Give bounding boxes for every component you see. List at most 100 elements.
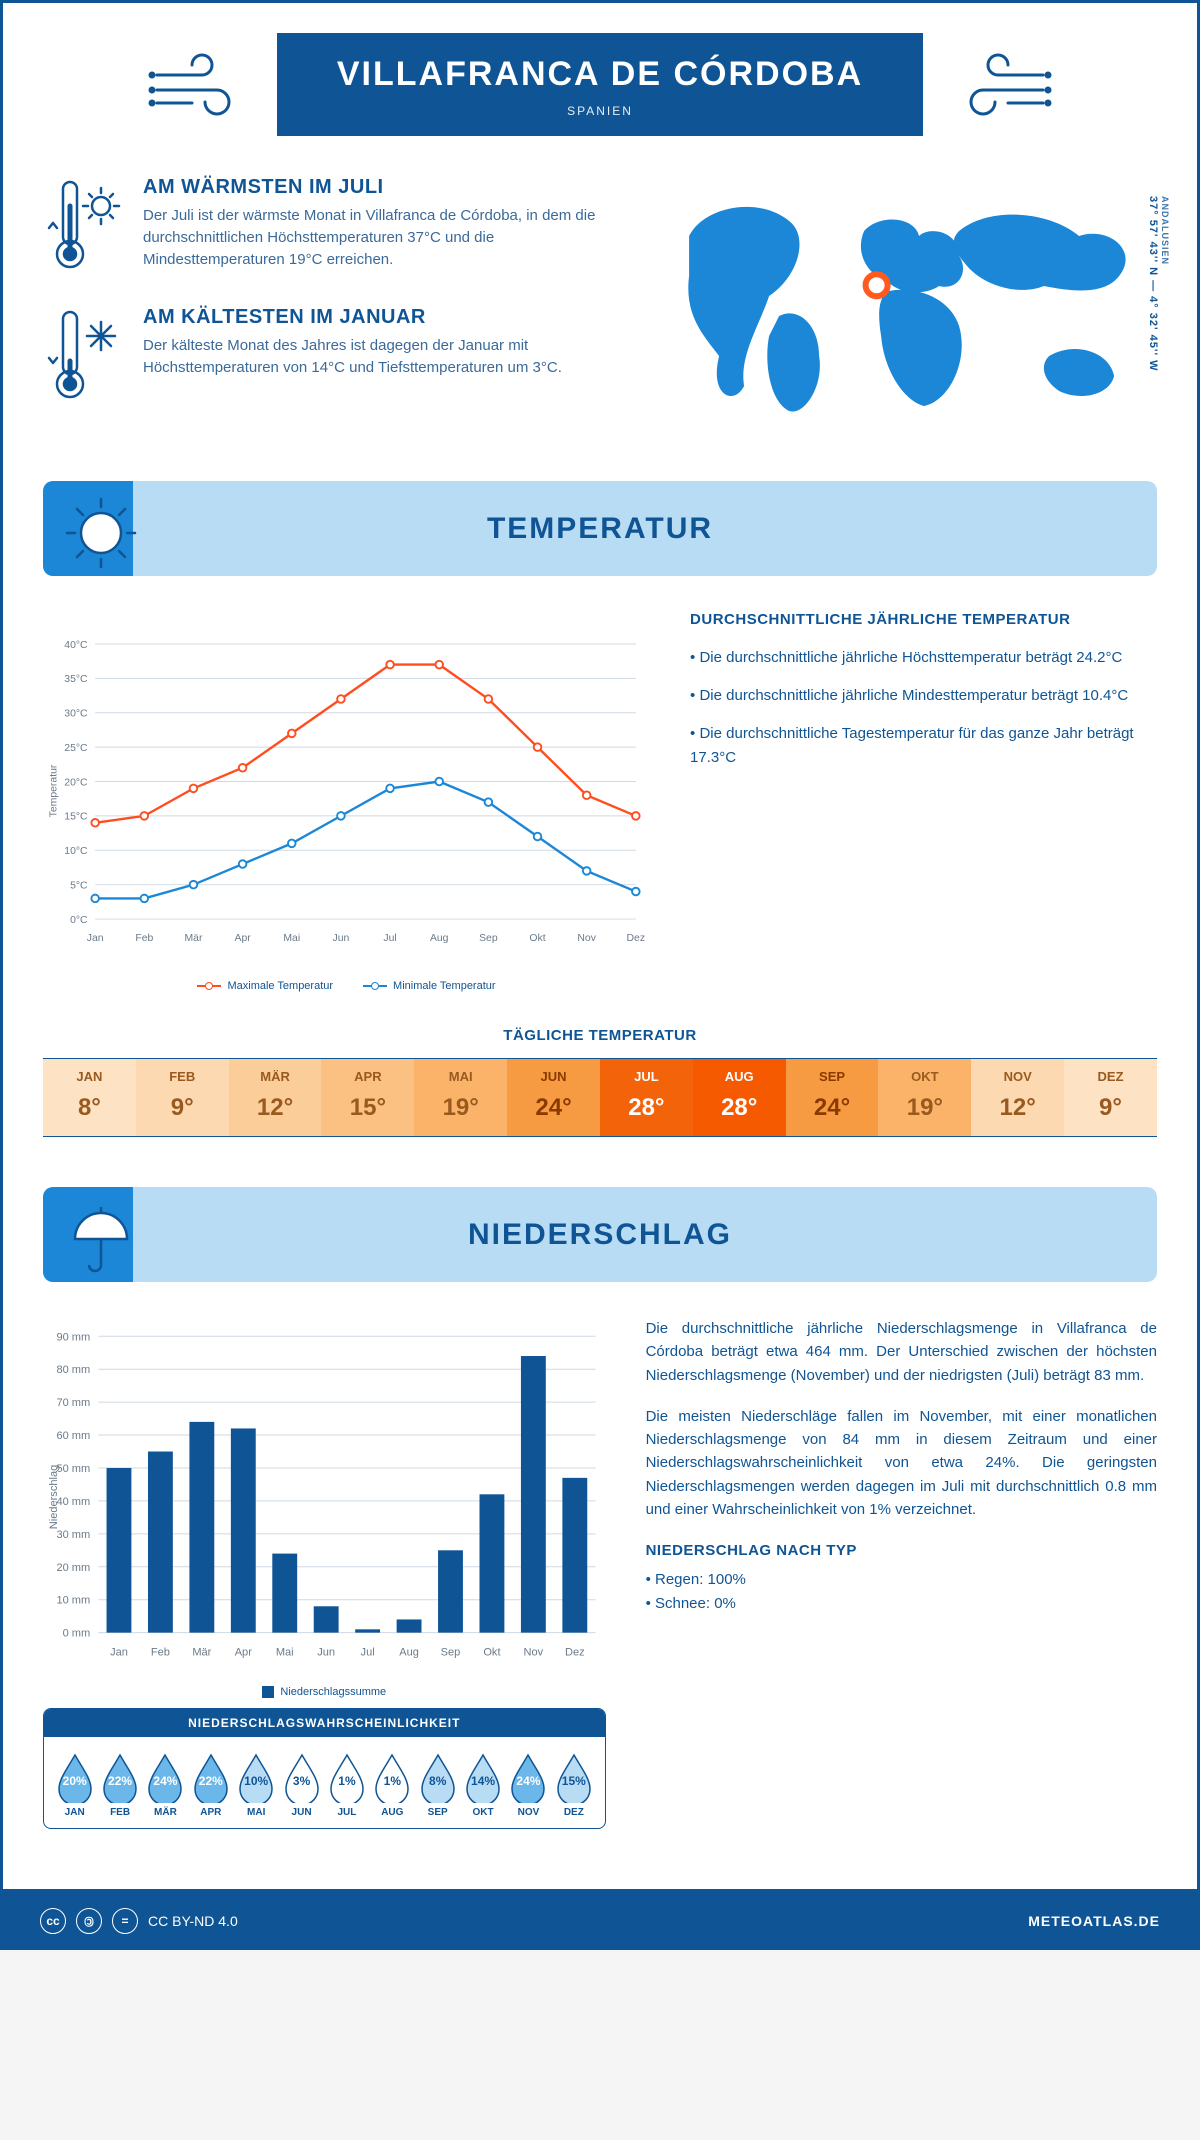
svg-text:Jun: Jun: [317, 1647, 335, 1659]
svg-text:10°C: 10°C: [64, 846, 88, 857]
svg-text:10 mm: 10 mm: [56, 1595, 90, 1607]
thermometer-hot-icon: [43, 176, 123, 276]
svg-text:0°C: 0°C: [70, 915, 88, 926]
svg-text:Sep: Sep: [441, 1647, 461, 1659]
svg-text:35°C: 35°C: [64, 674, 88, 685]
prob-grid: 20%JAN22%FEB24%MÄR22%APR10%MAI3%JUN1%JUL…: [44, 1737, 605, 1828]
svg-text:Sep: Sep: [479, 933, 498, 944]
svg-text:Mai: Mai: [276, 1647, 294, 1659]
type-line: • Regen: 100%: [646, 1568, 1157, 1591]
license-text: CC BY-ND 4.0: [148, 1913, 238, 1929]
city-title: VILLAFRANCA DE CÓRDOBA: [337, 55, 863, 94]
svg-text:15°C: 15°C: [64, 812, 88, 823]
daily-cell: APR15°: [321, 1059, 414, 1136]
prob-cell: 8%SEP: [415, 1751, 460, 1818]
legend-max: Maximale Temperatur: [227, 980, 333, 992]
cc-icon: cc: [40, 1908, 66, 1934]
precip-right: Die durchschnittliche jährliche Niedersc…: [646, 1317, 1157, 1615]
intro-row: AM WÄRMSTEN IM JULI Der Juli ist der wär…: [43, 176, 1157, 441]
temp-section-head: TEMPERATUR: [43, 481, 1157, 576]
svg-text:Jan: Jan: [110, 1647, 128, 1659]
daily-cell: MAI19°: [414, 1059, 507, 1136]
svg-text:Aug: Aug: [430, 933, 449, 944]
prob-cell: 22%APR: [188, 1751, 233, 1818]
prob-title: NIEDERSCHLAGSWAHRSCHEINLICHKEIT: [44, 1709, 605, 1737]
intro-left: AM WÄRMSTEN IM JULI Der Juli ist der wär…: [43, 176, 611, 441]
svg-text:60 mm: 60 mm: [56, 1430, 90, 1442]
prob-cell: 24%MÄR: [143, 1751, 188, 1818]
svg-text:Jun: Jun: [333, 933, 350, 944]
svg-text:Mär: Mär: [184, 933, 202, 944]
prob-cell: 1%AUG: [370, 1751, 415, 1818]
daily-cell: NOV12°: [971, 1059, 1064, 1136]
coord-value: 37° 57' 43'' N — 4° 32' 45'' W: [1147, 196, 1159, 372]
coordinates: ANDALUSIEN 37° 57' 43'' N — 4° 32' 45'' …: [1147, 196, 1171, 372]
svg-text:Nov: Nov: [577, 933, 596, 944]
wind-icon-right: [953, 45, 1053, 125]
svg-text:90 mm: 90 mm: [56, 1331, 90, 1343]
wind-icon-left: [147, 45, 247, 125]
legend-min: Minimale Temperatur: [393, 980, 496, 992]
daily-cell: SEP24°: [786, 1059, 879, 1136]
precip-para1: Die durchschnittliche jährliche Niedersc…: [646, 1317, 1157, 1387]
svg-text:Jan: Jan: [87, 933, 104, 944]
cold-text: Der kälteste Monat des Jahres ist dagege…: [143, 335, 611, 379]
svg-text:Dez: Dez: [627, 933, 646, 944]
svg-text:0 mm: 0 mm: [63, 1628, 91, 1640]
svg-text:Apr: Apr: [235, 933, 252, 944]
precip-para2: Die meisten Niederschläge fallen im Nove…: [646, 1405, 1157, 1521]
daily-cell: JUN24°: [507, 1059, 600, 1136]
footer-left: cc 🄯 = CC BY-ND 4.0: [40, 1908, 238, 1934]
temp-row: 0°C5°C10°C15°C20°C25°C30°C35°C40°CJanFeb…: [43, 611, 1157, 992]
svg-text:Jul: Jul: [383, 933, 396, 944]
svg-text:30°C: 30°C: [64, 709, 88, 720]
precip-left: 0 mm10 mm20 mm30 mm40 mm50 mm60 mm70 mm8…: [43, 1317, 606, 1829]
temp-bullet: • Die durchschnittliche jährliche Mindes…: [690, 684, 1157, 708]
prob-cell: 3%JUN: [279, 1751, 324, 1818]
daily-cell: DEZ9°: [1064, 1059, 1157, 1136]
svg-text:Nov: Nov: [524, 1647, 544, 1659]
prob-cell: 22%FEB: [97, 1751, 142, 1818]
svg-text:40°C: 40°C: [64, 640, 88, 651]
inner: VILLAFRANCA DE CÓRDOBA SPANIEN: [3, 3, 1197, 1889]
temp-bullet: • Die durchschnittliche jährliche Höchst…: [690, 646, 1157, 670]
daily-cell: AUG28°: [693, 1059, 786, 1136]
svg-text:Temperatur: Temperatur: [48, 764, 59, 817]
daily-cell: JAN8°: [43, 1059, 136, 1136]
temp-side-text: DURCHSCHNITTLICHE JÄHRLICHE TEMPERATUR •…: [690, 611, 1157, 992]
temp-side-title: DURCHSCHNITTLICHE JÄHRLICHE TEMPERATUR: [690, 611, 1157, 628]
daily-temp-table: JAN8°FEB9°MÄR12°APR15°MAI19°JUN24°JUL28°…: [43, 1058, 1157, 1137]
footer-site: METEOATLAS.DE: [1028, 1913, 1160, 1929]
svg-text:20 mm: 20 mm: [56, 1562, 90, 1574]
svg-text:Niederschlag: Niederschlag: [48, 1465, 60, 1529]
precip-type-title: NIEDERSCHLAG NACH TYP: [646, 1539, 1157, 1562]
footer: cc 🄯 = CC BY-ND 4.0 METEOATLAS.DE: [0, 1892, 1200, 1950]
temp-legend: Maximale Temperatur Minimale Temperatur: [43, 980, 650, 992]
prob-cell: 1%JUL: [324, 1751, 369, 1818]
umbrella-icon: [61, 1199, 141, 1279]
prob-cell: 24%NOV: [506, 1751, 551, 1818]
country-sub: SPANIEN: [337, 104, 863, 118]
cold-block: AM KÄLTESTEN IM JANUAR Der kälteste Mona…: [43, 306, 611, 406]
precip-section-head: NIEDERSCHLAG: [43, 1187, 1157, 1282]
world-map-icon: [641, 176, 1157, 436]
temp-bullet: • Die durchschnittliche Tagestemperatur …: [690, 722, 1157, 770]
warm-block: AM WÄRMSTEN IM JULI Der Juli ist der wär…: [43, 176, 611, 276]
sun-icon: [61, 493, 141, 573]
precip-title: NIEDERSCHLAG: [468, 1218, 732, 1252]
precip-legend: Niederschlagssumme: [43, 1686, 606, 1698]
prob-box: NIEDERSCHLAGSWAHRSCHEINLICHKEIT 20%JAN22…: [43, 1708, 606, 1829]
prob-cell: 15%DEZ: [551, 1751, 596, 1818]
daily-cell: MÄR12°: [229, 1059, 322, 1136]
svg-text:Feb: Feb: [151, 1647, 170, 1659]
svg-text:25°C: 25°C: [64, 743, 88, 754]
cold-title: AM KÄLTESTEN IM JANUAR: [143, 306, 611, 329]
svg-text:20°C: 20°C: [64, 777, 88, 788]
temp-chart-box: 0°C5°C10°C15°C20°C25°C30°C35°C40°CJanFeb…: [43, 611, 650, 992]
daily-cell: FEB9°: [136, 1059, 229, 1136]
svg-text:70 mm: 70 mm: [56, 1397, 90, 1409]
precip-type-lines: • Regen: 100%• Schnee: 0%: [646, 1568, 1157, 1615]
temp-title: TEMPERATUR: [487, 512, 713, 546]
svg-text:Aug: Aug: [399, 1647, 419, 1659]
svg-text:Mär: Mär: [192, 1647, 211, 1659]
